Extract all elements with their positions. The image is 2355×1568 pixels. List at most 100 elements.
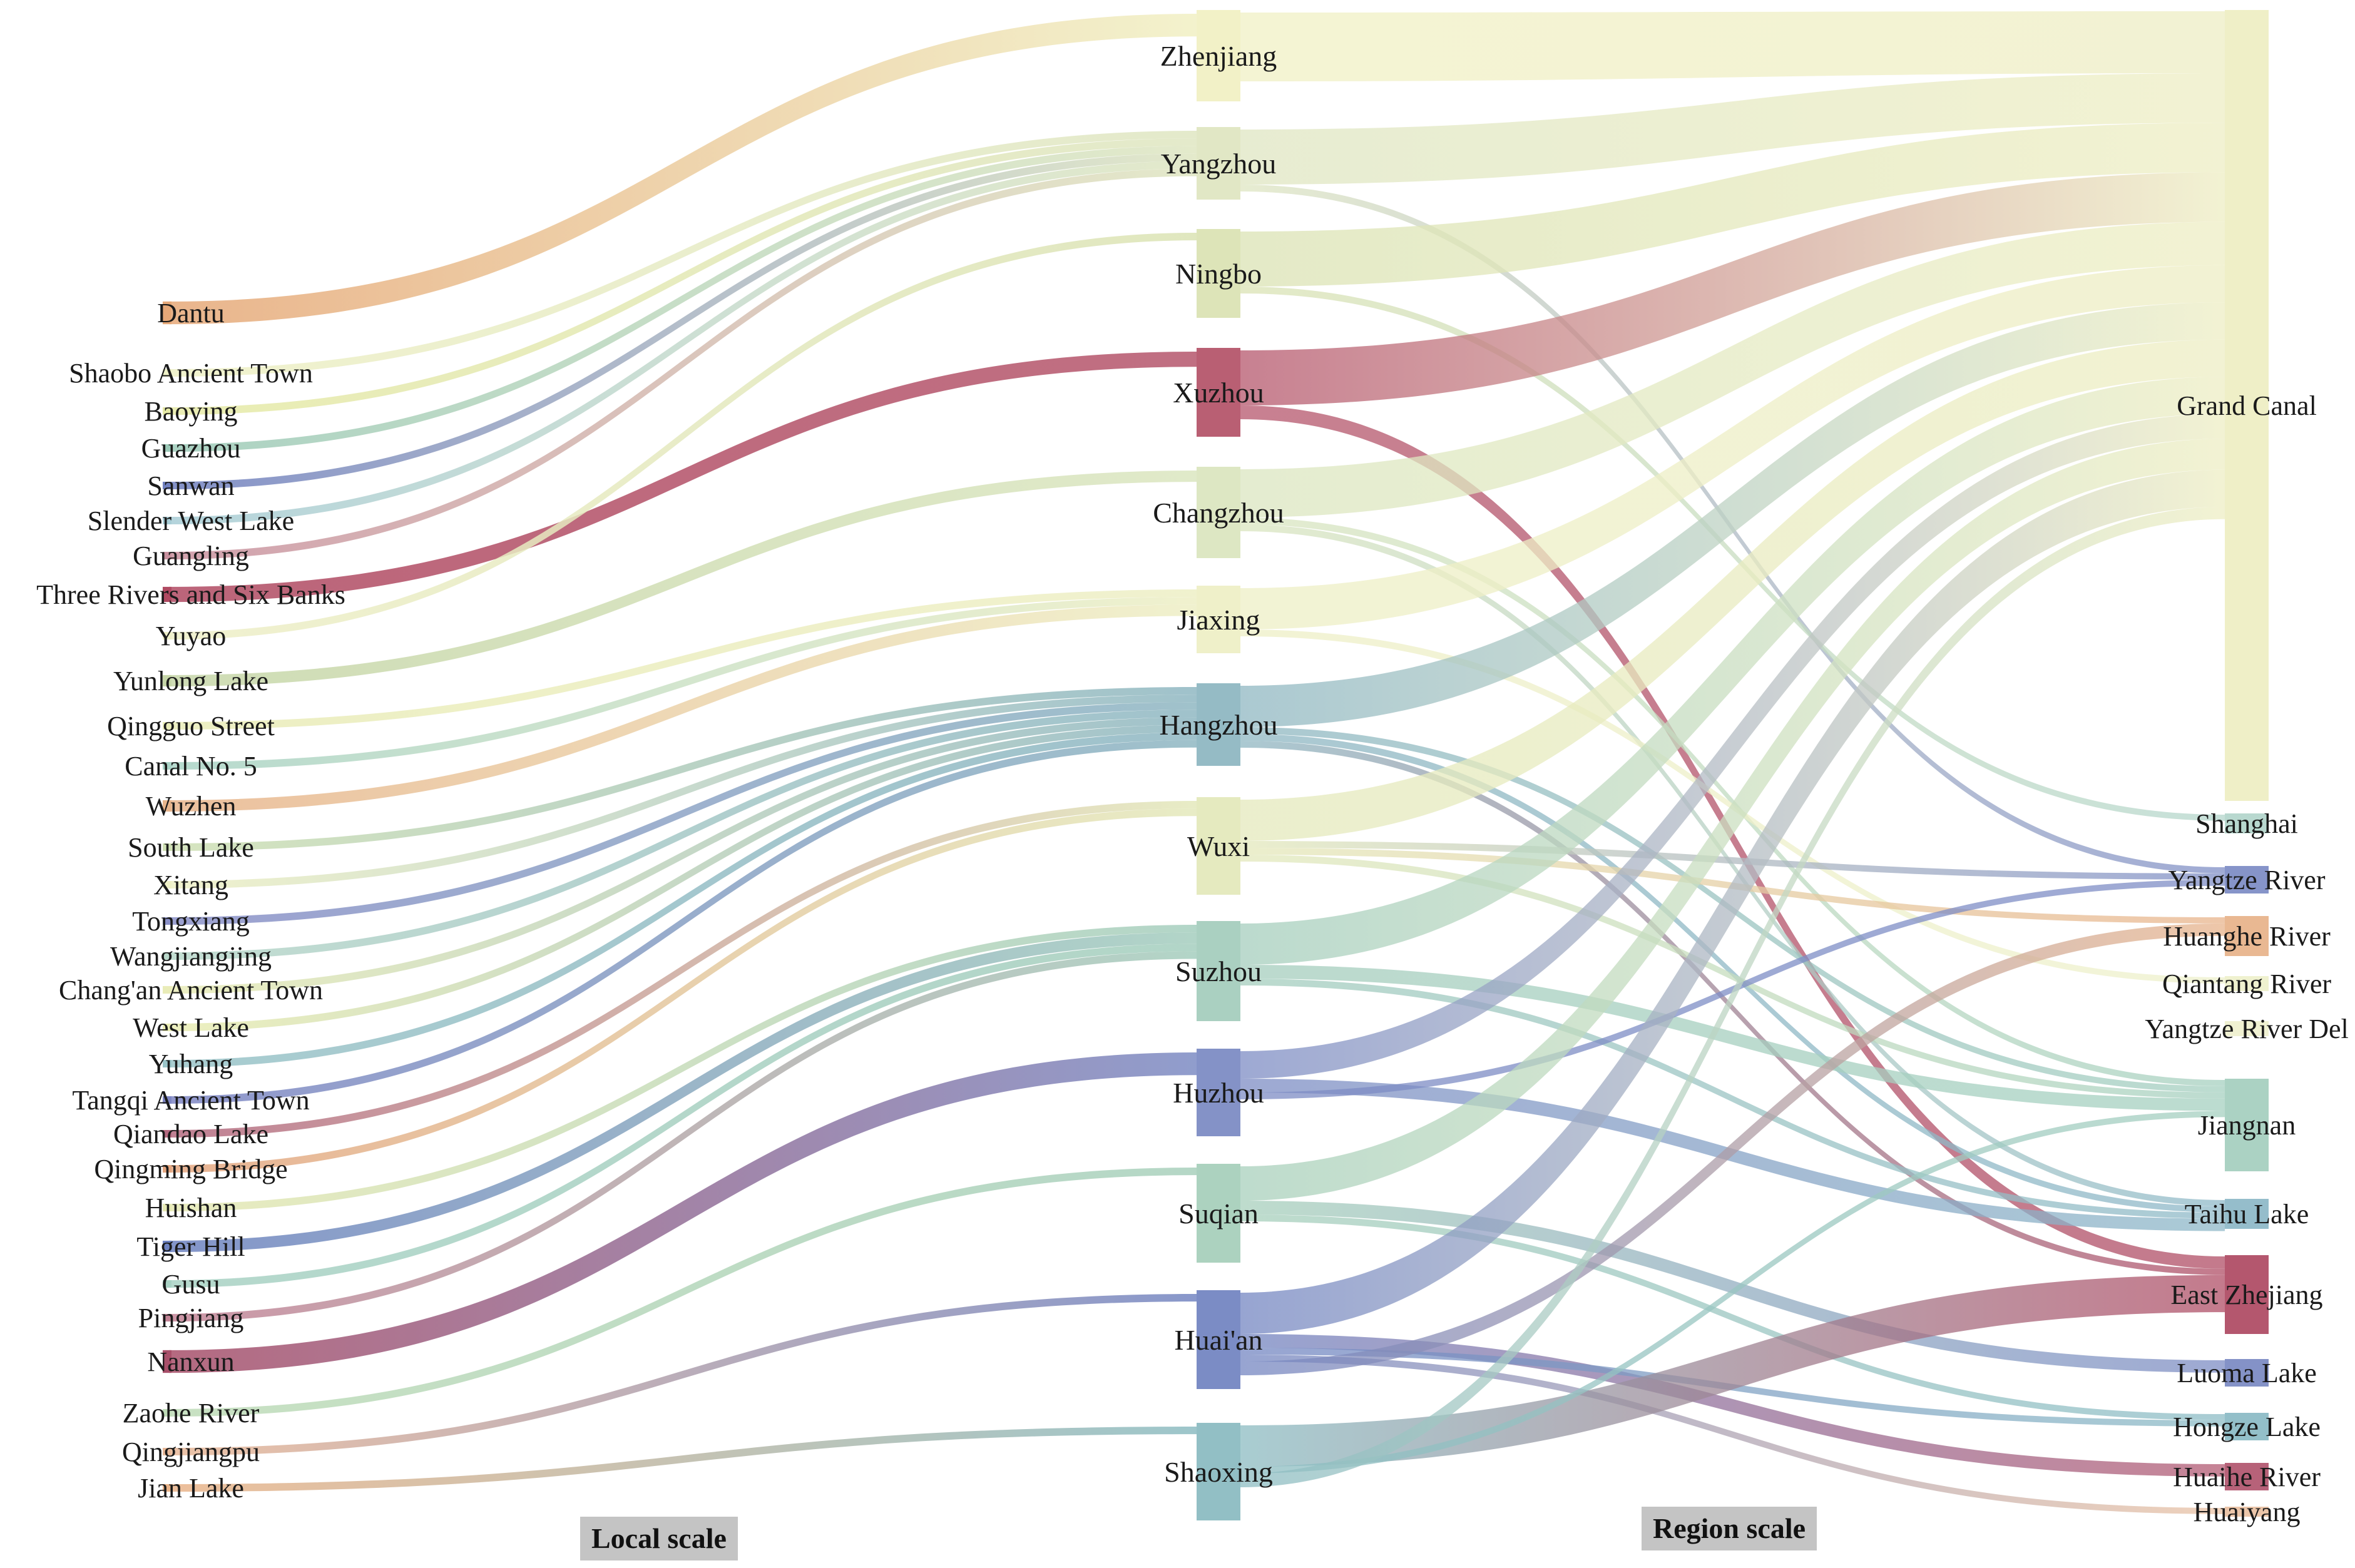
local-label-QingguoStreet: Qingguo Street [107, 711, 275, 741]
local-node-Huishan [163, 1203, 171, 1212]
local-label-Yuyao: Yuyao [156, 621, 226, 651]
flow-Wuxi-to-YangtzeRiver [1240, 841, 2225, 880]
region-node-TaihuLake [2225, 1199, 2269, 1229]
flow-QingguoStreet-to-Jiaxing [169, 589, 1197, 730]
local-label-Pingjiang: Pingjiang [138, 1303, 244, 1333]
flow-Sanwan-to-Yangzhou [169, 153, 1197, 490]
local-label-Qingjiangpu: Qingjiangpu [122, 1437, 260, 1467]
city-label-Suqian: Suqian [1178, 1198, 1259, 1229]
city-label-Shaoxing: Shaoxing [1164, 1456, 1273, 1488]
region-label-HuaiheRiver: Huaihe River [2173, 1462, 2321, 1492]
local-node-TigerHill [163, 1240, 171, 1253]
city-label-Huaian: Huai'an [1174, 1324, 1262, 1356]
region-node-HuangheRiver [2225, 916, 2269, 956]
flow-Shaoxing-to-Jiangnan [1240, 1111, 2225, 1474]
local-node-SouthLake [163, 843, 171, 852]
local-node-Yuhang [163, 1059, 171, 1068]
flow-Suqian-to-LuomaLake [1240, 1201, 2225, 1373]
flow-ThreeRivers-to-Xuzhou [169, 352, 1197, 603]
flow-SouthLake-to-Hangzhou [169, 687, 1197, 852]
region-label-Shanghai: Shanghai [2195, 808, 2298, 839]
flow-Wuzhen-to-Jiaxing [169, 604, 1197, 812]
city-node-Zhenjiang [1197, 10, 1240, 101]
flow-YunlongLake-to-Changzhou [169, 471, 1197, 687]
flow-Wuxi-to-GrandCanal [1240, 339, 2225, 841]
flow-Xuzhou-to-GrandCanal [1240, 172, 2225, 405]
flow-JianLake-to-Shaoxing [169, 1427, 1197, 1492]
region-label-HongzeLake: Hongze Lake [2173, 1412, 2321, 1442]
local-node-JianLake [163, 1484, 171, 1492]
local-node-QiandaoLake [163, 1129, 171, 1138]
flow-Huaian-to-HuaiheRiver [1240, 1334, 2225, 1477]
region-label-HuangheRiver: Huanghe River [2163, 921, 2331, 952]
flow-Nanxun-to-Huzhou [169, 1052, 1197, 1373]
city-label-Wuxi: Wuxi [1187, 830, 1250, 862]
flow-Tangqi-to-Hangzhou [169, 740, 1197, 1104]
local-node-Tangqi [163, 1096, 171, 1104]
flow-Yuhang-to-Hangzhou [169, 732, 1197, 1068]
local-label-QingmingBridge: Qingming Bridge [94, 1154, 287, 1184]
city-node-Xuzhou [1197, 348, 1240, 437]
region-node-Jiangnan [2225, 1079, 2269, 1171]
local-node-QingmingBridge [163, 1164, 171, 1173]
city-node-Ningbo [1197, 229, 1240, 318]
flow-Jiaxing-to-GrandCanal [1240, 265, 2225, 629]
flow-Tongxiang-to-Hangzhou [169, 702, 1197, 925]
flow-Qingjiangpu-to-Huaian [169, 1294, 1197, 1456]
flow-Ningbo-to-Shanghai [1240, 287, 2225, 821]
local-label-Dantu: Dantu [157, 298, 225, 328]
local-label-Changan: Chang'an Ancient Town [59, 975, 323, 1005]
city-label-Zhenjiang: Zhenjiang [1160, 40, 1277, 72]
region-node-HuaiheRiver [2225, 1463, 2269, 1490]
local-node-Tongxiang [163, 917, 171, 925]
local-node-CanalNo5 [163, 761, 171, 770]
flow-Suqian-to-HongzeLake [1240, 1214, 2225, 1420]
region-label-YangtzeRiver: Yangtze River [2169, 865, 2326, 895]
region-label-YangtzeDelta: Yangtze River Del [2145, 1014, 2348, 1044]
local-label-Baoying: Baoying [144, 396, 237, 427]
local-node-Yuyao [163, 631, 171, 640]
region-node-LuomaLake [2225, 1359, 2269, 1387]
local-label-SlenderWestLake: Slender West Lake [88, 506, 294, 536]
flow-Yuyao-to-Ningbo [169, 233, 1197, 640]
city-node-Suqian [1197, 1164, 1240, 1263]
region-scale-label: Region scale [1642, 1507, 1817, 1550]
local-label-Wuzhen: Wuzhen [146, 791, 237, 822]
flow-QiandaoLake-to-Wuxi [169, 801, 1197, 1138]
labels-layer: Zhenjiang Yangzhou Ningbo Xuzhou Changzhou Ji… [36, 40, 2349, 1527]
local-node-Wangjiangjing [163, 952, 171, 960]
local-label-YunlongLake: Yunlong Lake [113, 666, 268, 696]
region-label-EastZhejiang: East Zhejiang [2170, 1280, 2322, 1310]
region-node-HongzeLake [2225, 1413, 2269, 1440]
local-label-Guangling: Guangling [133, 541, 249, 571]
local-label-Gusu: Gusu [162, 1269, 220, 1300]
region-node-GrandCanal [2225, 10, 2269, 801]
local-label-Huishan: Huishan [145, 1193, 237, 1223]
city-label-Hangzhou: Hangzhou [1159, 709, 1277, 741]
flow-Zhenjiang-to-GrandCanal [1240, 11, 2225, 81]
flow-Shaobo-to-Yangzhou [169, 131, 1197, 377]
local-label-Wangjiangjing: Wangjiangjing [110, 941, 272, 972]
flow-Baoying-to-Yangzhou [169, 138, 1197, 415]
local-label-QiandaoLake: Qiandao Lake [113, 1119, 268, 1149]
local-node-Shaobo [163, 369, 171, 377]
local-node-QingguoStreet [163, 721, 171, 730]
city-node-Changzhou [1197, 467, 1240, 558]
local-node-Qingjiangpu [163, 1447, 171, 1456]
city-label-Yangzhou: Yangzhou [1161, 148, 1276, 180]
local-label-Yuhang: Yuhang [149, 1049, 233, 1079]
flow-Changzhou-to-GrandCanal [1240, 221, 2225, 517]
flow-Hangzhou-to-TaihuLake [1240, 734, 2225, 1213]
region-label-Huaiyang: Huaiyang [2193, 1497, 2300, 1527]
flow-Shaoxing-to-GrandCanal [1240, 507, 2225, 1487]
flow-Hangzhou-to-EastZhejiang [1240, 741, 2225, 1275]
region-label-GrandCanal: Grand Canal [2177, 390, 2317, 421]
flow-Huzhou-to-YangtzeRiver [1240, 879, 2225, 1099]
city-label-Jiaxing: Jiaxing [1177, 604, 1260, 636]
flow-Dantu-to-Zhenjiang [169, 14, 1197, 325]
local-node-Pingjiang [163, 1313, 171, 1322]
local-node-Xitang [163, 880, 171, 889]
city-label-Ningbo: Ningbo [1175, 258, 1262, 290]
flow-WestLake-to-Hangzhou [169, 725, 1197, 1032]
